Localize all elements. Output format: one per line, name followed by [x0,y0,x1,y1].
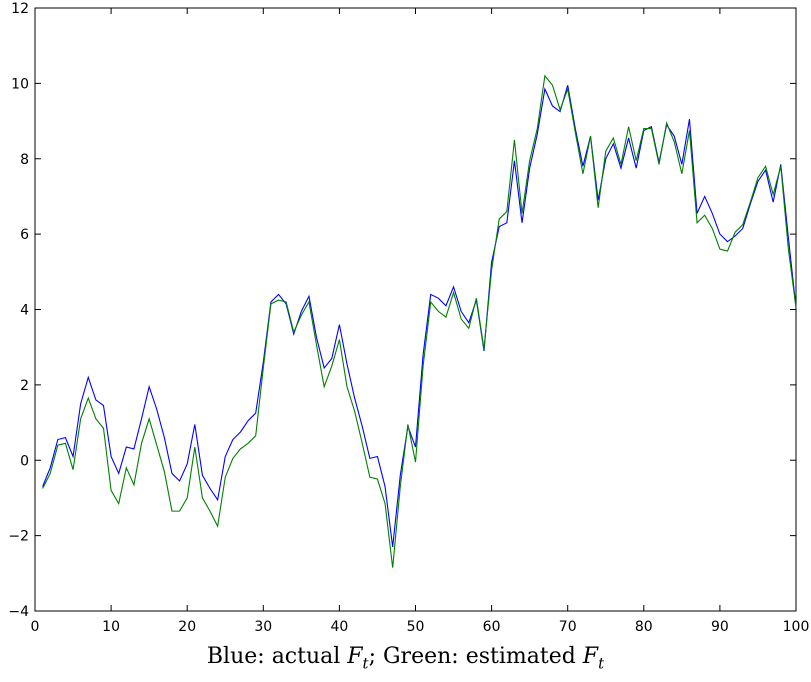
x-tick-label: 40 [330,619,348,635]
y-tick-label: 2 [20,378,29,394]
y-tick-label: 0 [20,453,29,469]
caption-green-prefix: Green: estimated [382,644,583,669]
y-tick-label: 10 [11,76,29,92]
line-chart: 0 10 20 30 40 50 60 70 80 90 100 −4 −2 0 2 4 6 8 10 12 [8,1,809,635]
y-tick-label: 12 [11,1,29,17]
caption-subscript-1: t [362,654,369,673]
series-line-actual [42,85,797,547]
chart-caption: Blue: actual Ft; Green: estimated Ft [0,644,811,672]
y-tick-label: 8 [20,152,29,168]
caption-subscript-2: t [598,654,605,673]
caption-symbol-1: F [347,644,363,669]
caption-separator: ; [368,644,383,669]
y-tick-label: 6 [20,227,29,243]
series-line-estimated [42,74,797,568]
series-lines [42,74,797,568]
x-tick-label: 100 [783,619,810,635]
x-tick-label: 0 [31,619,40,635]
x-tick-label: 20 [178,619,196,635]
x-tick-label: 70 [559,619,577,635]
x-tick-label: 30 [254,619,272,635]
x-tick-label: 50 [407,619,425,635]
y-tick-label: 4 [20,303,29,319]
caption-blue-prefix: Blue: actual [206,644,348,669]
axis-ticks [34,7,797,612]
y-tick-label: −4 [8,604,29,620]
y-tick-label: −2 [8,529,29,545]
plot-area-frame [34,7,797,612]
x-tick-label: 80 [635,619,653,635]
x-tick-label: 90 [711,619,729,635]
caption-symbol-2: F [582,644,599,669]
axis-tick-labels: 0 10 20 30 40 50 60 70 80 90 100 −4 −2 0 2 4 6 8 10 12 [8,1,809,635]
x-tick-label: 60 [483,619,501,635]
x-tick-label: 10 [102,619,120,635]
